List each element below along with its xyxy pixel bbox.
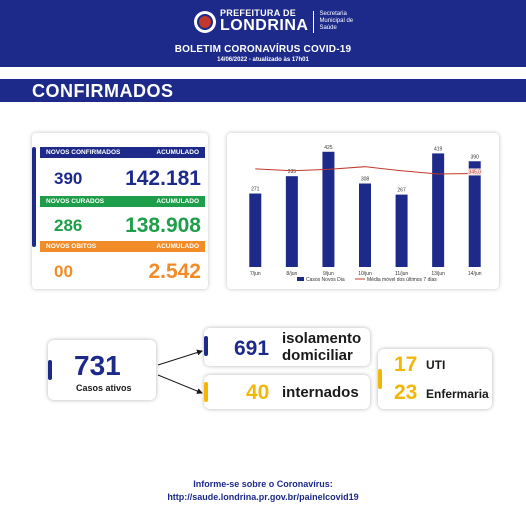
chart-bar — [359, 183, 371, 267]
header-bar: PREFEITURA DE LONDRINA Secretaria Munici… — [0, 0, 526, 67]
active-cases-value: 731 — [74, 350, 121, 381]
x-tick-label: 10/jun — [358, 271, 372, 277]
novos-confirmados-acc-label: ACUMULADO — [156, 149, 199, 156]
arrow-to-isolamento-icon — [157, 349, 203, 366]
bar-data-label: 271 — [251, 187, 260, 193]
confirmados-banner: CONFIRMADOS — [0, 79, 526, 102]
bar-data-label: 390 — [471, 154, 480, 160]
highlight-label-bg — [467, 168, 482, 176]
legend-line-label: Média móvel dos últimos 7 dias — [367, 277, 437, 283]
internados-box: 40 internados — [204, 375, 370, 409]
novos-curados-label: NOVOS CURADOS — [46, 198, 105, 205]
novos-curados-acc-label: ACUMULADO — [156, 198, 199, 205]
chart-bar — [249, 193, 262, 267]
x-tick-label: 9/jun — [323, 271, 334, 277]
isolamento-value: 691 — [234, 337, 270, 360]
moving-average-label: 345,0 — [468, 169, 481, 175]
x-tick-label: 7/jun — [250, 271, 261, 277]
novos-confirmados-value: 390 — [54, 169, 83, 188]
arrows-graphic — [157, 349, 203, 394]
novos-obitos-acc-label: ACUMULADO — [156, 243, 199, 250]
bar-data-label: 308 — [361, 176, 370, 182]
chart-bar — [468, 161, 481, 267]
prefeitura-logo: PREFEITURA DE LONDRINA Secretaria Munici… — [194, 9, 371, 34]
bulletin-title: BOLETIM CORONAVÍRUS COVID-19 — [174, 44, 352, 55]
confirmados-title: CONFIRMADOS — [32, 81, 174, 101]
novos-obitos-values: 00 2.542 — [40, 259, 205, 285]
enfermaria-label: Enfermaria — [426, 387, 489, 401]
x-tick-label: 14/jun — [468, 271, 482, 277]
city-crest-icon — [194, 10, 216, 33]
uti-label: UTI — [426, 358, 446, 372]
isolamento-label-1: isolamento — [282, 330, 362, 347]
legend-bar-swatch — [297, 277, 304, 281]
uti-value: 17 — [394, 353, 418, 376]
x-tick-label: 8/jun — [286, 271, 297, 277]
novos-curados-value: 286 — [54, 216, 83, 235]
cases-chart: 271 7/jun 335 8/jun 425 9/jun 308 10/jun 267 11/j… — [249, 145, 482, 283]
arrow-to-internados-icon — [157, 374, 203, 394]
isolamento-accent — [204, 336, 208, 356]
chart-bar — [285, 176, 298, 267]
bar-data-label: 267 — [397, 188, 406, 194]
bar-data-label: 335 — [288, 169, 297, 175]
bar-data-label: 425 — [324, 145, 333, 151]
uti-enfermaria-box: 17 UTI 23 Enfermaria — [378, 349, 492, 409]
uti-accent — [378, 369, 382, 389]
enfermaria-value: 23 — [394, 381, 418, 404]
footer-info: Informe-se sobre o Coronavírus: — [193, 479, 333, 489]
obitos-acumulado-value: 2.542 — [148, 260, 201, 283]
stats-panel: NOVOS CONFIRMADOS ACUMULADO 390 142.181 … — [32, 133, 208, 289]
novos-confirmados-label: NOVOS CONFIRMADOS — [46, 149, 121, 156]
logo-subtitle: Secretaria Municipal de Saúde — [319, 11, 354, 31]
bar-data-label: 419 — [434, 146, 443, 152]
internados-value: 40 — [246, 381, 270, 404]
isolamento-box: 691 isolamento domiciliar — [204, 328, 370, 366]
bulletin-date: 14/06/2022 - atualizado às 17h01 — [217, 57, 309, 63]
novos-curados-values: 286 138.908 — [40, 213, 205, 239]
curados-acumulado-value: 138.908 — [125, 214, 201, 237]
chart-bar — [432, 153, 445, 267]
novos-curados-header: NOVOS CURADOS ACUMULADO — [40, 196, 205, 207]
active-cases-box: 731 Casos ativos — [48, 340, 156, 400]
novos-obitos-header: NOVOS OBITOS ACUMULADO — [40, 241, 205, 252]
chart-bar — [322, 151, 335, 267]
footer-link[interactable]: http://saude.londrina.pr.gov.br/painelco… — [167, 492, 359, 502]
legend-bar-label: Casos Novos Dia — [306, 277, 345, 283]
logo-main-text: LONDRINA — [220, 17, 309, 34]
x-tick-label: 13/jun — [431, 271, 445, 277]
isolamento-label-2: domiciliar — [282, 347, 353, 364]
novos-obitos-label: NOVOS OBITOS — [46, 243, 97, 250]
novos-obitos-value: 00 — [54, 262, 73, 281]
confirmados-acumulado-value: 142.181 — [125, 167, 201, 190]
chart-bar — [395, 194, 408, 267]
novos-confirmados-values: 390 142.181 — [40, 166, 205, 192]
active-cases-label: Casos ativos — [76, 383, 132, 393]
logo-top-text: PREFEITURA DE — [220, 8, 297, 18]
stats-accent-bar — [32, 147, 36, 247]
novos-confirmados-header: NOVOS CONFIRMADOS ACUMULADO — [40, 147, 205, 158]
internados-accent — [204, 382, 208, 402]
moving-average-line — [255, 166, 475, 175]
active-cases-accent — [48, 360, 52, 380]
chart-panel: 271 7/jun 335 8/jun 425 9/jun 308 10/jun 267 11/j… — [227, 133, 499, 289]
internados-label: internados — [282, 384, 359, 401]
x-tick-label: 11/jun — [395, 271, 408, 277]
